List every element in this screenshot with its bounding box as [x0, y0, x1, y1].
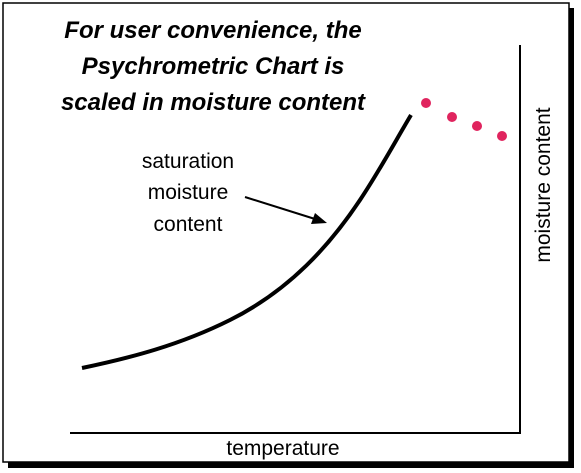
dot — [447, 112, 457, 122]
dot — [497, 131, 507, 141]
curve-label: moisture — [148, 181, 229, 204]
arrow-head — [311, 213, 327, 224]
dot — [421, 98, 431, 108]
title-line: For user convenience, the — [64, 17, 361, 44]
frame — [2, 2, 570, 463]
x-axis-label: temperature — [226, 437, 339, 460]
title-line: Psychrometric Chart is — [82, 53, 345, 80]
curve-label: content — [154, 213, 223, 236]
dot — [472, 121, 482, 131]
curve-label: saturation — [142, 150, 234, 173]
y-axis-label: moisture content — [532, 107, 555, 262]
arrow-shaft — [244, 196, 316, 220]
saturation-curve — [81, 113, 413, 370]
title-line: scaled in moisture content — [61, 89, 366, 116]
